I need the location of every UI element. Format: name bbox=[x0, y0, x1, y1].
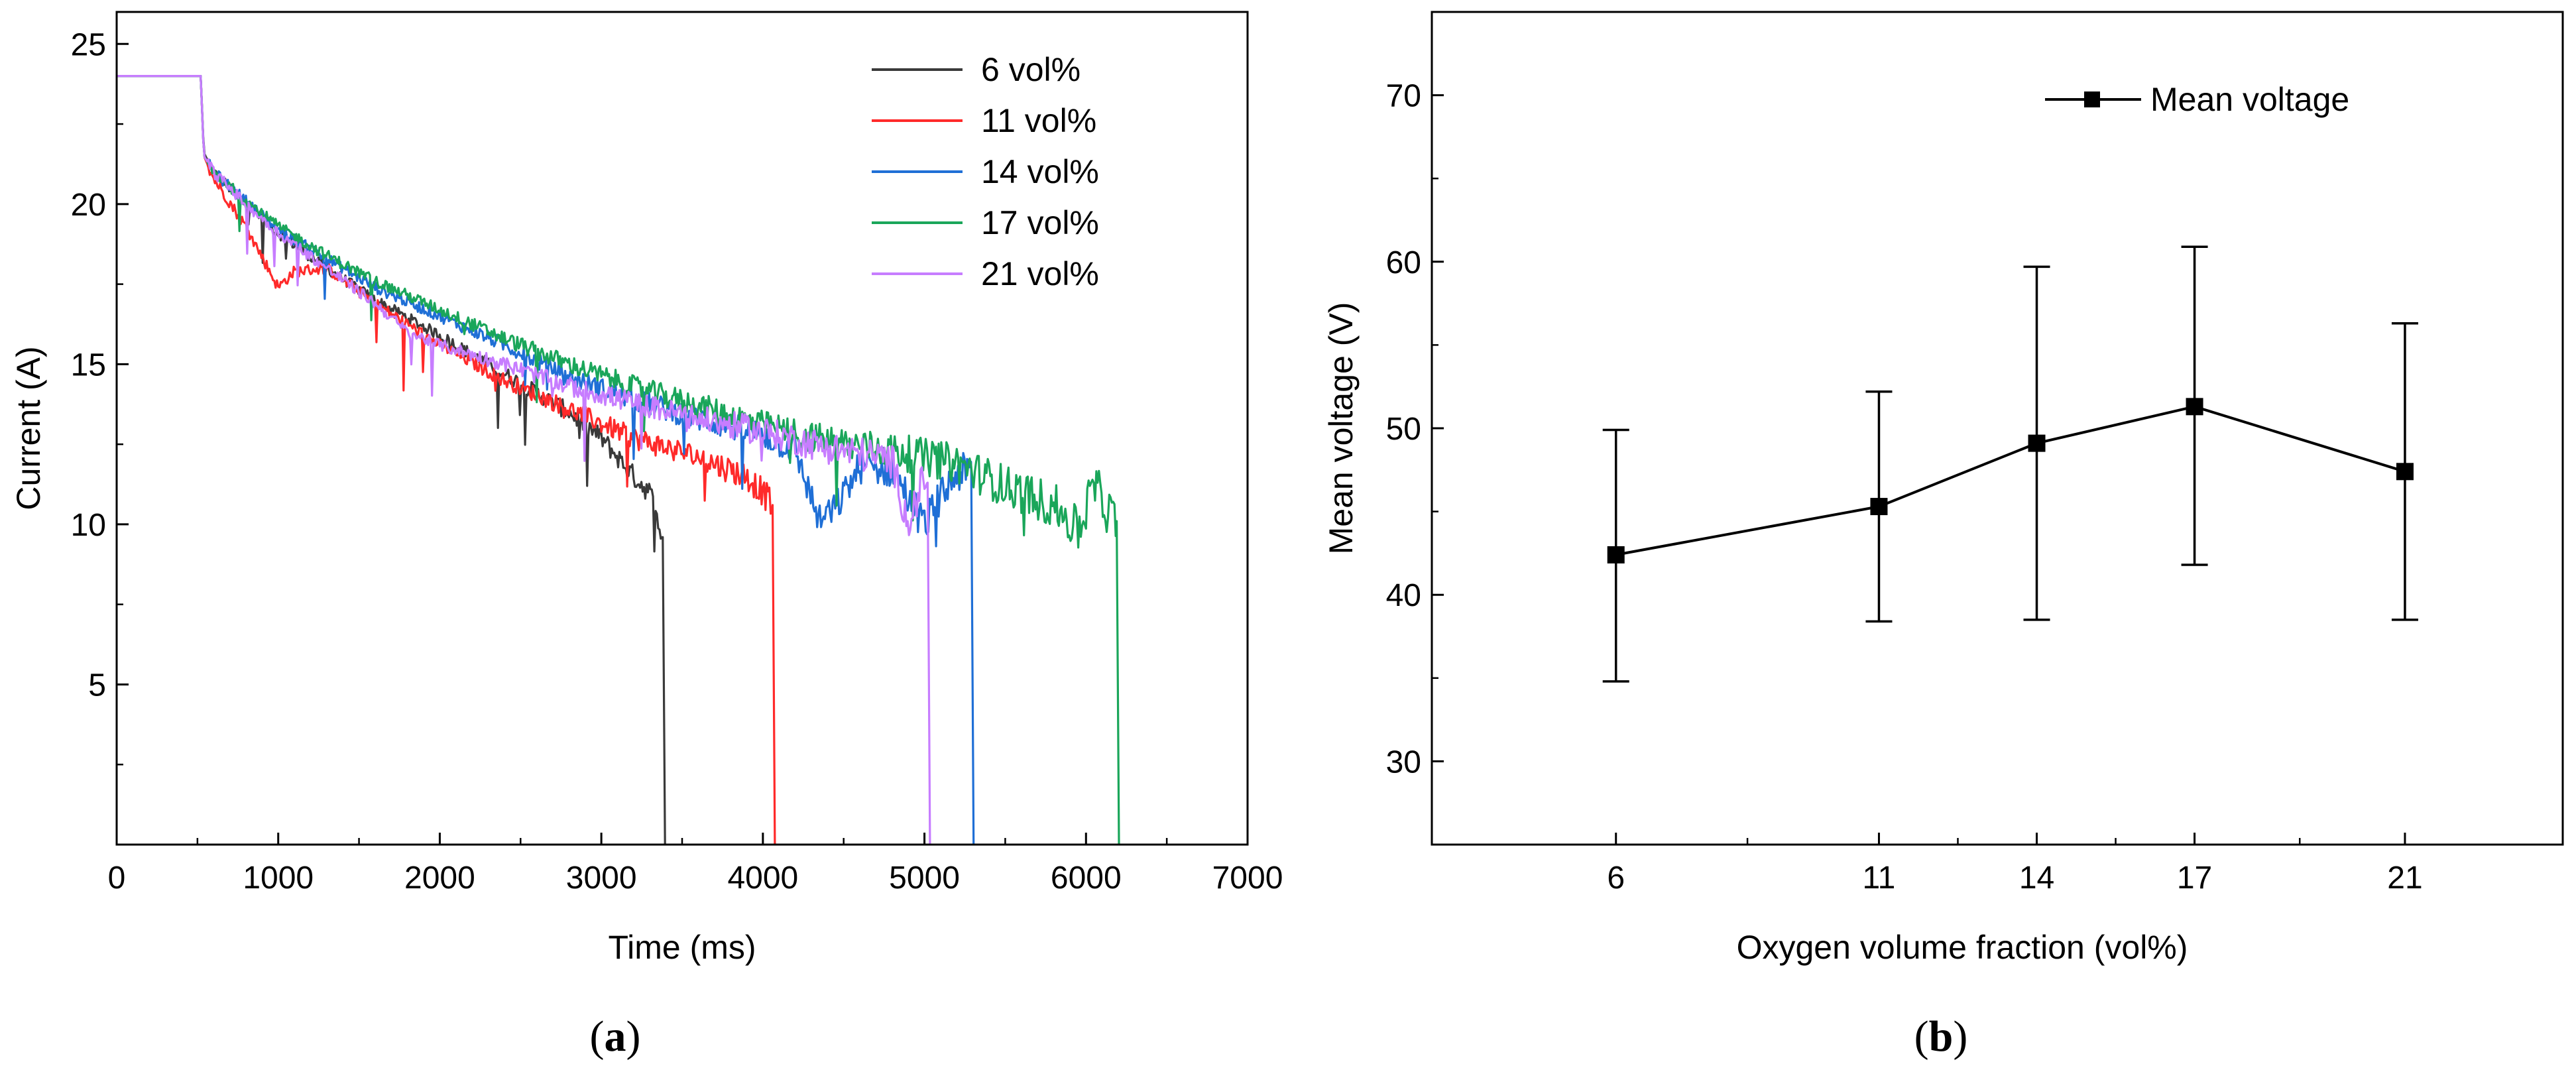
current-x-tick-label: 1000 bbox=[243, 860, 314, 896]
current-y-tick-label: 5 bbox=[88, 668, 106, 703]
current-y-axis-label: Current (A) bbox=[10, 346, 47, 510]
voltage-x-tick-label: 21 bbox=[2387, 860, 2422, 896]
voltage-x-tick-label: 11 bbox=[1863, 860, 1896, 896]
current-legend-label: 17 vol% bbox=[981, 204, 1099, 241]
current-legend-label: 21 vol% bbox=[981, 255, 1099, 292]
voltage-x-axis-label: Oxygen volume fraction (vol%) bbox=[1737, 929, 2188, 966]
current-line-14-vol bbox=[117, 74, 975, 845]
voltage-x-tick-label: 17 bbox=[2177, 860, 2212, 896]
voltage-chart-plot-frame bbox=[1431, 11, 2564, 846]
current-y-axis: 5 10 15 20 25 bbox=[71, 27, 129, 766]
current-line-11-vol bbox=[117, 74, 776, 845]
mean-voltage-point bbox=[1870, 498, 1888, 516]
mean-voltage-point bbox=[2186, 398, 2203, 416]
voltage-y-axis: 30 40 50 60 70 bbox=[1386, 79, 1444, 846]
current-chart: 0 1000 2000 3000 4000 5000 6000 7000 510152025 … bbox=[10, 11, 1283, 1061]
current-legend-label: 14 vol% bbox=[981, 153, 1099, 190]
current-y-tick-label: 10 bbox=[71, 508, 106, 543]
current-x-tick-label: 0 bbox=[108, 860, 126, 896]
panel-label-a-letter: a bbox=[605, 1012, 626, 1061]
current-x-tick-label: 2000 bbox=[404, 860, 475, 896]
mean-voltage-line bbox=[1615, 405, 2406, 556]
current-legend-label: 11 vol% bbox=[981, 102, 1096, 139]
mean-voltage-point bbox=[2028, 434, 2046, 452]
current-line-6-vol bbox=[117, 74, 666, 845]
voltage-chart: 6 11 14 17 21 30 40 50 60 70 Oxygen volume fract… bbox=[1322, 11, 2564, 1061]
voltage-y-tick-label: 70 bbox=[1386, 79, 1421, 114]
voltage-y-tick-label: 40 bbox=[1386, 578, 1421, 613]
panel-label-b-letter: b bbox=[1929, 1012, 1954, 1061]
mean-voltage-point bbox=[2396, 463, 2414, 481]
voltage-series bbox=[1602, 245, 2418, 683]
current-legend-label: 6 vol% bbox=[981, 51, 1081, 88]
current-series-lines bbox=[117, 74, 1120, 845]
voltage-x-tick-label: 14 bbox=[2019, 860, 2054, 896]
current-x-axis-label: Time (ms) bbox=[608, 929, 756, 966]
voltage-legend-marker bbox=[2084, 91, 2100, 107]
current-x-axis: 0 1000 2000 3000 4000 5000 6000 7000 bbox=[108, 833, 1283, 896]
voltage-y-axis-label: Mean voltage (V) bbox=[1322, 302, 1360, 555]
current-y-tick-label: 20 bbox=[71, 188, 106, 223]
current-x-tick-label: 3000 bbox=[566, 860, 637, 896]
voltage-x-tick-label: 6 bbox=[1607, 860, 1625, 896]
current-line-21-vol bbox=[117, 74, 931, 845]
current-line-17-vol bbox=[117, 74, 1120, 845]
panel-label-b: (b) bbox=[1914, 1012, 1968, 1061]
voltage-y-tick-label: 60 bbox=[1386, 245, 1421, 280]
mean-voltage-point bbox=[1607, 546, 1625, 563]
current-y-tick-label: 25 bbox=[71, 27, 106, 62]
current-x-tick-label: 4000 bbox=[727, 860, 798, 896]
voltage-x-axis: 6 11 14 17 21 bbox=[1607, 833, 2423, 896]
current-x-tick-label: 5000 bbox=[889, 860, 960, 896]
voltage-y-tick-label: 30 bbox=[1386, 744, 1421, 780]
current-x-tick-label: 6000 bbox=[1051, 860, 1122, 896]
current-legend: 6 vol% 11 vol% 14 vol% 17 vol% 21 vol% bbox=[872, 51, 1099, 292]
voltage-legend-label: Mean voltage bbox=[2150, 81, 2349, 118]
voltage-legend: Mean voltage bbox=[2045, 81, 2349, 118]
current-x-tick-label: 7000 bbox=[1212, 860, 1283, 896]
panel-label-a: (a) bbox=[590, 1012, 641, 1061]
current-y-tick-label: 15 bbox=[71, 347, 106, 383]
voltage-y-tick-label: 50 bbox=[1386, 412, 1421, 447]
